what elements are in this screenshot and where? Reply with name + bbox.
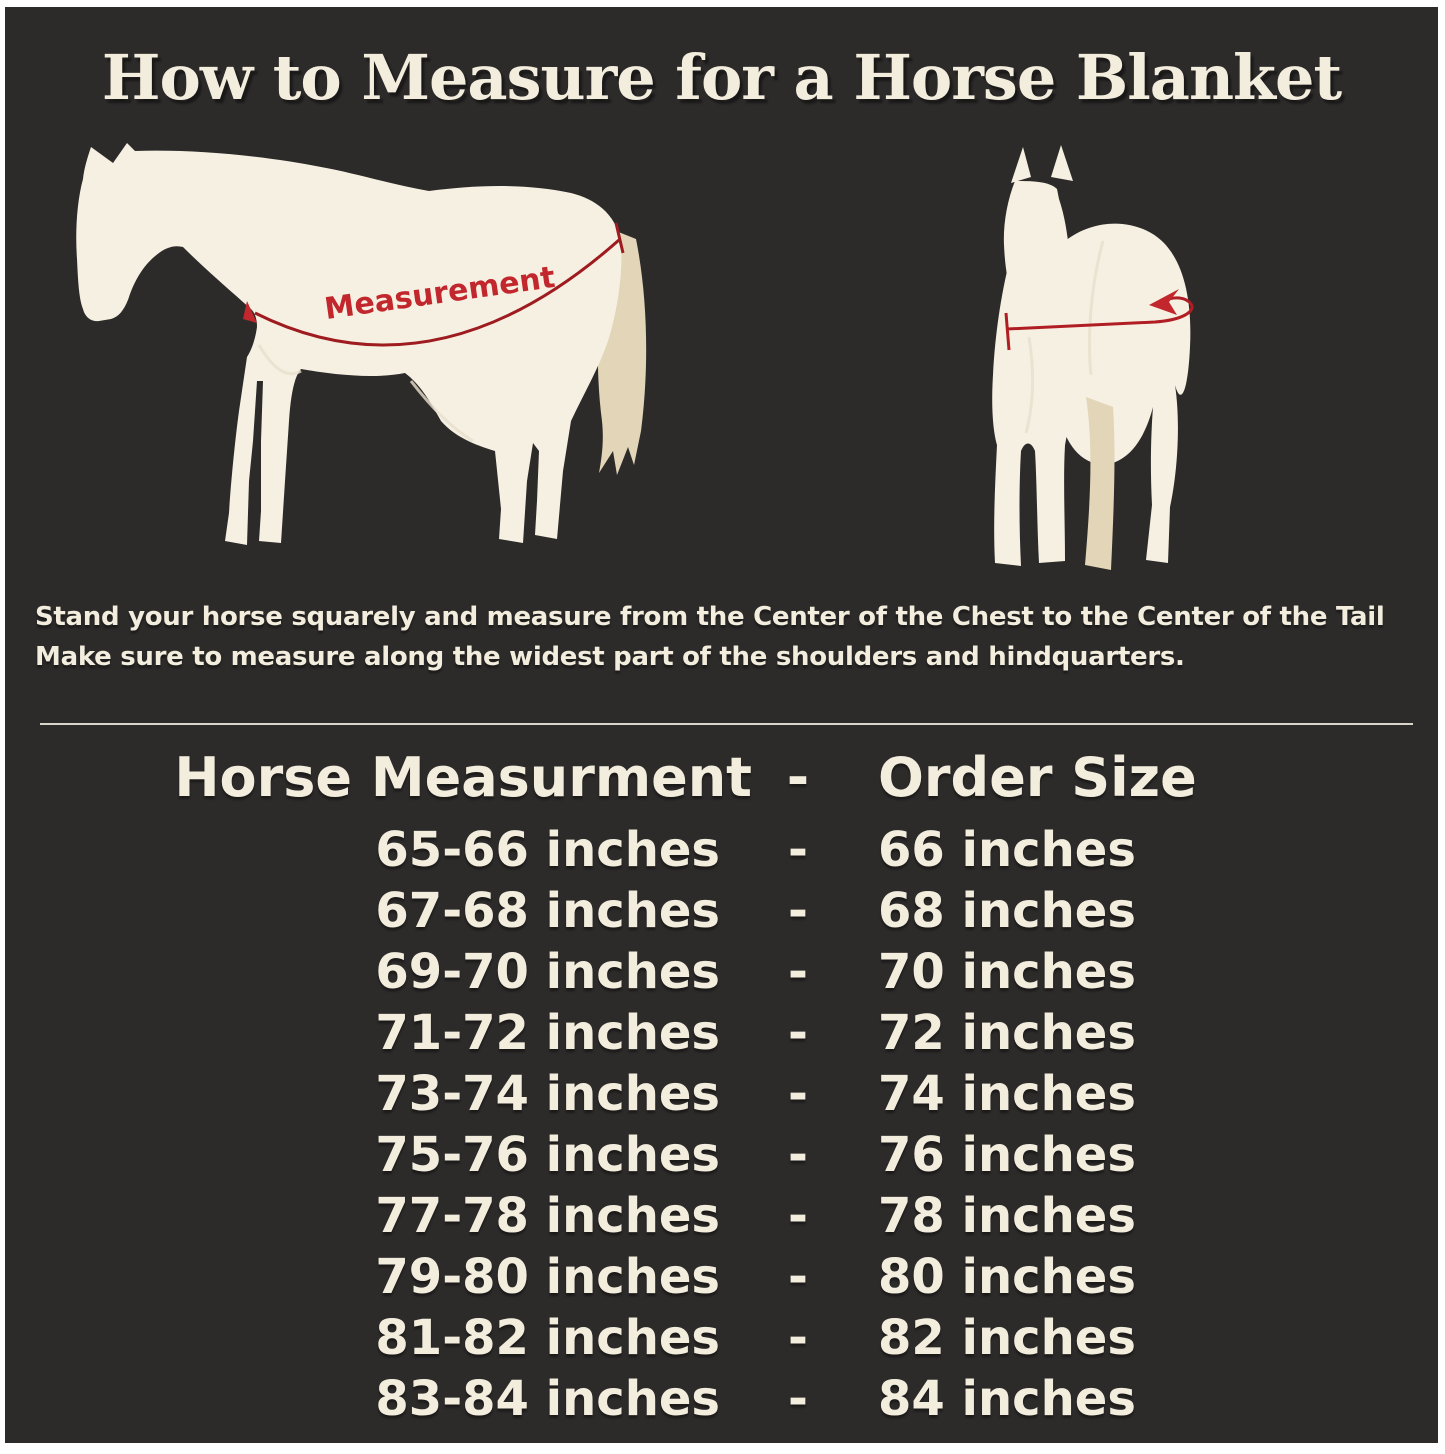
table-row: 81-82 inches - 82 inches [5, 1307, 1438, 1368]
row-separator: - [788, 1370, 808, 1427]
horse-front-head-shape [1003, 181, 1071, 326]
table-row: 73-74 inches - 74 inches [5, 1063, 1438, 1124]
table-row: 67-68 inches - 68 inches [5, 880, 1438, 941]
girth-measurement-line [1004, 296, 1194, 351]
instructions-text: Stand your horse squarely and measure fr… [35, 597, 1427, 677]
instructions-line-1: Stand your horse squarely and measure fr… [35, 602, 1385, 632]
horse-front-illustration [992, 145, 1194, 570]
row-separator: - [788, 1065, 808, 1122]
row-measurement-value: 69-70 inches [375, 943, 720, 1000]
horse-front-shading-lines [1024, 240, 1105, 434]
row-measurement-value: 79-80 inches [375, 1248, 720, 1305]
horse-front-ear-left [1011, 147, 1031, 183]
table-row: 71-72 inches - 72 inches [5, 1002, 1438, 1063]
table-row: 75-76 inches - 76 inches [5, 1124, 1438, 1185]
horse-front-chest-shape [992, 263, 1074, 566]
row-order-size-value: 84 inches [878, 1370, 1136, 1427]
table-row: 65-66 inches - 66 inches [5, 819, 1438, 880]
row-order-size-value: 70 inches [878, 943, 1136, 1000]
row-separator: - [788, 943, 808, 1000]
size-table-header: Horse Measurment - Order Size [5, 741, 1438, 813]
size-table: Horse Measurment - Order Size 65-66 inch… [5, 741, 1438, 1429]
measurement-line-start-mark [243, 301, 257, 323]
row-measurement-value: 75-76 inches [375, 1126, 720, 1183]
row-order-size-value: 72 inches [878, 1004, 1136, 1061]
row-measurement-value: 73-74 inches [375, 1065, 720, 1122]
instructions-line-2: Make sure to measure along the widest pa… [35, 642, 1185, 672]
row-separator: - [788, 1248, 808, 1305]
horse-front-hindleg-shade [1085, 397, 1115, 570]
row-order-size-value: 78 inches [878, 1187, 1136, 1244]
row-measurement-value: 67-68 inches [375, 882, 720, 939]
row-measurement-value: 65-66 inches [375, 821, 720, 878]
table-row: 77-78 inches - 78 inches [5, 1185, 1438, 1246]
row-separator: - [788, 821, 808, 878]
row-measurement-value: 81-82 inches [375, 1309, 720, 1366]
row-separator: - [788, 1187, 808, 1244]
row-order-size-value: 66 inches [878, 821, 1136, 878]
row-order-size-value: 76 inches [878, 1126, 1136, 1183]
row-separator: - [788, 882, 808, 939]
measurement-line [254, 222, 625, 347]
divider-line [40, 723, 1413, 725]
header-separator: - [786, 745, 810, 809]
horse-front-body-shape [1052, 223, 1191, 563]
size-table-rows: 65-66 inches - 66 inches 67-68 inches - … [5, 819, 1438, 1429]
row-separator: - [788, 1126, 808, 1183]
infographic-panel: How to Measure for a Horse Blanket Measu… [5, 7, 1438, 1443]
row-order-size-value: 80 inches [878, 1248, 1136, 1305]
row-order-size-value: 82 inches [878, 1309, 1136, 1366]
horse-shading-lines [257, 344, 474, 443]
row-measurement-value: 77-78 inches [375, 1187, 720, 1244]
table-row: 79-80 inches - 80 inches [5, 1246, 1438, 1307]
row-order-size-value: 68 inches [878, 882, 1136, 939]
page-title: How to Measure for a Horse Blanket [101, 41, 1342, 114]
row-order-size-value: 74 inches [878, 1065, 1136, 1122]
horse-side-illustration: Measurement [76, 143, 647, 545]
header-order-size: Order Size [878, 745, 1197, 809]
row-separator: - [788, 1004, 808, 1061]
table-row: 69-70 inches - 70 inches [5, 941, 1438, 1002]
row-measurement-value: 83-84 inches [375, 1370, 720, 1427]
row-measurement-value: 71-72 inches [375, 1004, 720, 1061]
horse-front-ear-right [1051, 145, 1073, 181]
girth-arrowhead [1149, 289, 1179, 315]
row-separator: - [788, 1309, 808, 1366]
header-horse-measurement: Horse Measurment [174, 745, 752, 809]
table-row: 83-84 inches - 84 inches [5, 1368, 1438, 1429]
